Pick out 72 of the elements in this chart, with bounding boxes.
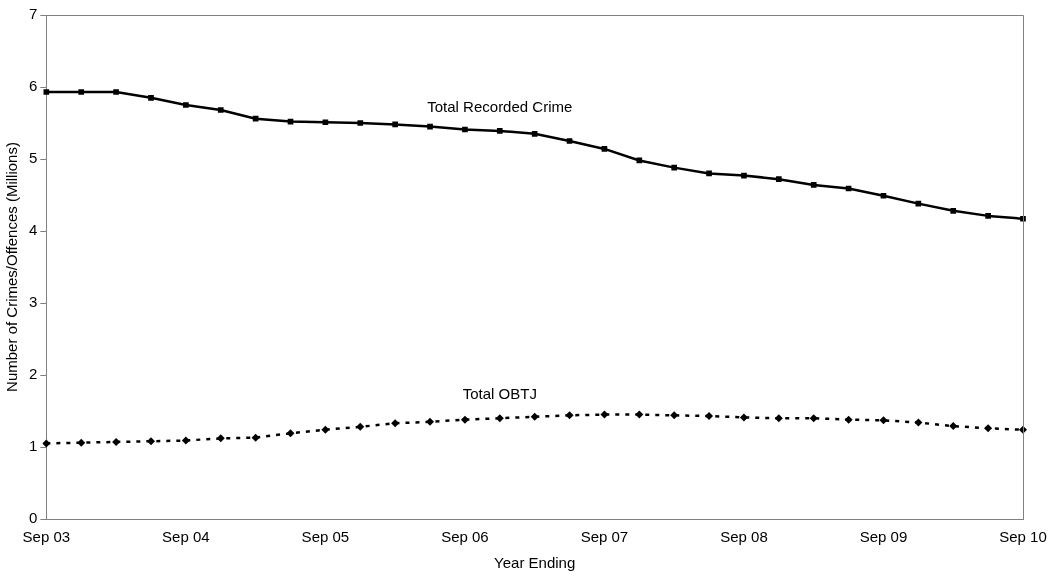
y-tick-label: 3 — [29, 293, 38, 311]
point — [321, 425, 330, 434]
point — [950, 208, 957, 214]
y-tick-label: 6 — [29, 77, 38, 95]
point — [949, 422, 958, 431]
x-tick-label: Sep 08 — [720, 528, 768, 546]
point — [530, 412, 539, 421]
point — [600, 410, 609, 419]
point — [636, 157, 643, 164]
x-tick-label: Sep 05 — [301, 528, 350, 546]
point — [217, 107, 224, 113]
point — [984, 424, 993, 433]
point — [216, 434, 225, 443]
y-tick-label: 4 — [29, 221, 38, 239]
point — [706, 170, 712, 177]
point — [741, 172, 747, 179]
point — [78, 89, 85, 95]
y-tick-label: 1 — [29, 437, 38, 455]
x-tick-label: Sep 09 — [859, 528, 908, 546]
x-tick-label: Sep 04 — [162, 528, 210, 546]
x-tick-label: Sep 03 — [22, 528, 71, 546]
point — [426, 417, 435, 426]
point — [914, 418, 923, 427]
series-label: Total Recorded Crime — [427, 97, 573, 115]
point — [810, 182, 817, 188]
point — [880, 192, 887, 199]
point — [392, 121, 398, 128]
point — [635, 410, 644, 419]
point — [42, 439, 51, 448]
point — [77, 438, 86, 447]
point — [809, 414, 818, 423]
point — [739, 413, 748, 422]
point — [148, 94, 154, 101]
x-tick-label: Sep 10 — [999, 528, 1047, 546]
point — [181, 436, 190, 445]
point — [427, 123, 433, 130]
point — [601, 146, 608, 152]
point — [113, 89, 119, 95]
point — [774, 414, 783, 423]
point — [462, 126, 468, 133]
point — [879, 416, 888, 425]
y-tick-label: 2 — [29, 365, 38, 383]
point — [565, 411, 574, 420]
point — [566, 138, 573, 144]
point — [705, 412, 714, 421]
point — [460, 415, 469, 424]
point — [251, 433, 260, 442]
point — [496, 128, 503, 134]
y-tick-label: 7 — [29, 5, 38, 23]
point — [322, 119, 329, 126]
point — [43, 89, 50, 95]
point — [776, 176, 782, 182]
series-label: Total OBTJ — [462, 384, 537, 402]
point — [531, 130, 538, 137]
point — [286, 429, 295, 438]
x-axis-title: Year Ending — [494, 554, 576, 572]
point — [495, 414, 504, 423]
x-tick-label: Sep 07 — [580, 528, 629, 546]
y-tick-label: 0 — [29, 509, 38, 527]
point — [391, 419, 400, 428]
x-tick-label: Sep 06 — [441, 528, 489, 546]
point — [985, 213, 991, 219]
y-axis-title: Number of Crimes/Offences (Millions) — [3, 142, 21, 392]
point — [1020, 215, 1026, 222]
point — [357, 120, 364, 126]
point — [671, 164, 678, 171]
point — [844, 415, 853, 424]
point — [183, 102, 189, 108]
point — [670, 411, 679, 420]
point — [252, 115, 259, 122]
y-tick-label: 5 — [29, 149, 38, 167]
point — [356, 422, 365, 431]
